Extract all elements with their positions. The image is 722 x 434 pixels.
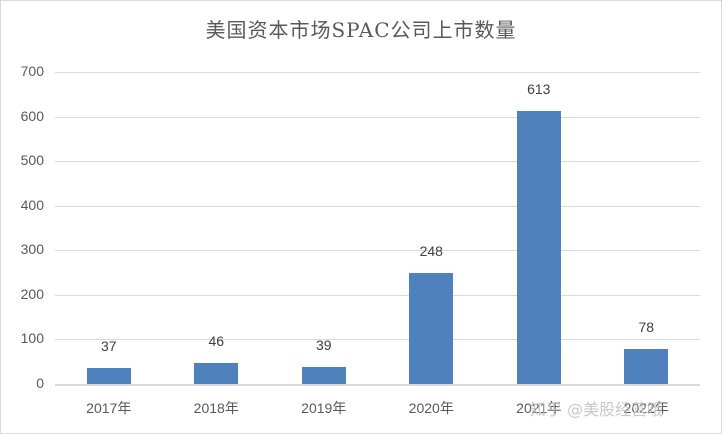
gridline — [55, 116, 700, 118]
x-tick-label: 2017年 — [86, 400, 132, 416]
y-tick-label: 200 — [20, 285, 44, 302]
y-tick-label: 700 — [20, 63, 44, 79]
gridline — [55, 205, 700, 207]
bar — [301, 366, 346, 384]
chart-title: 美国资本市场SPAC公司上市数量 — [205, 18, 517, 42]
watermark: 知乎 @美股经营哦 — [530, 400, 664, 419]
data-label: 613 — [527, 80, 551, 97]
x-tick-label: 2022年 — [623, 400, 669, 416]
y-tick-label: 100 — [20, 330, 44, 347]
x-tick-label: 2020年 — [408, 400, 454, 416]
gridline — [55, 294, 700, 296]
y-tick-label: 400 — [20, 196, 44, 213]
data-label: 46 — [208, 333, 225, 350]
bar — [409, 273, 454, 384]
x-tick-label: 2018年 — [193, 400, 239, 416]
gridline — [55, 384, 700, 386]
bar — [516, 110, 561, 384]
x-tick-label: 2019年 — [301, 400, 347, 416]
gridline — [55, 339, 700, 341]
gridline — [55, 161, 700, 163]
gridline — [55, 250, 700, 252]
y-tick-label: 0 — [36, 375, 44, 391]
bar — [86, 367, 131, 384]
x-tick-label: 2021年 — [516, 400, 562, 416]
bar — [194, 363, 239, 384]
gridline — [55, 72, 700, 73]
plot-area: 37 46 39 248 613 78 — [55, 72, 700, 386]
data-label: 39 — [315, 336, 332, 353]
y-tick-label: 500 — [20, 152, 44, 169]
bar — [624, 349, 669, 384]
data-label: 78 — [638, 319, 655, 336]
data-label: 248 — [419, 243, 443, 260]
data-label: 37 — [100, 337, 117, 354]
y-tick-label: 600 — [20, 107, 44, 124]
y-tick-label: 300 — [20, 241, 44, 258]
